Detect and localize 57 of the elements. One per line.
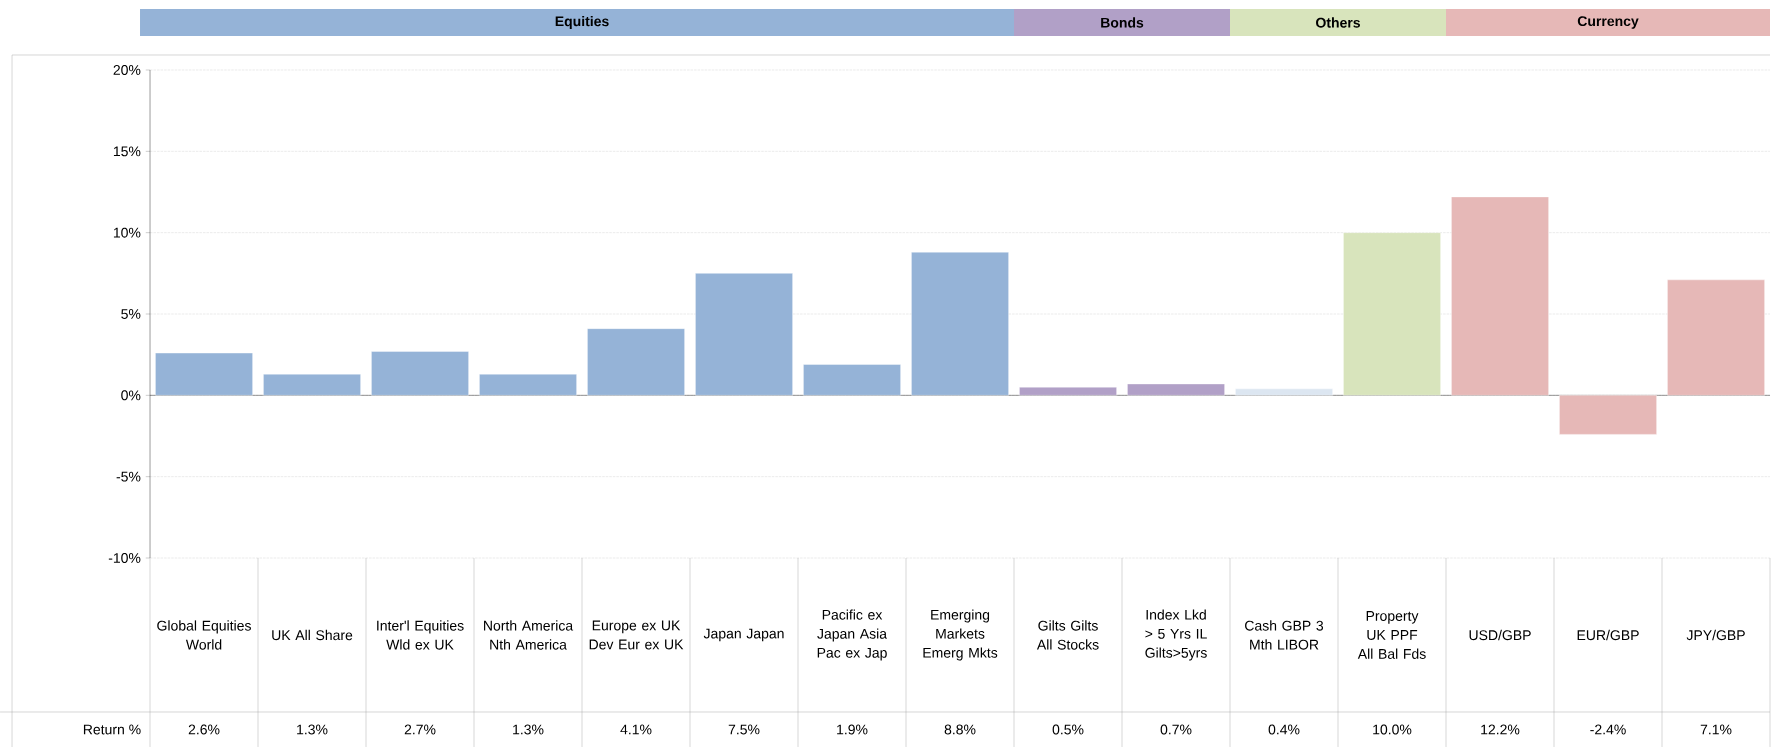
bar: [803, 364, 901, 396]
data-label: 0.7%: [1160, 724, 1192, 735]
bar: [155, 352, 253, 396]
x-tick-label: UK All Share: [272, 629, 353, 641]
bar: [1019, 387, 1117, 396]
data-label: 8.8%: [944, 724, 976, 735]
data-label: -2.4%: [1590, 724, 1626, 735]
data-label: 4.1%: [620, 724, 652, 735]
data-label: 1.3%: [513, 724, 544, 735]
data-label: 1.3%: [297, 724, 328, 735]
x-tick-label: Index Lkd > 5 Yrs IL Gilts>5yrs: [1145, 609, 1207, 661]
text: Currency: [1577, 16, 1639, 29]
data-label: 0.4%: [1268, 724, 1300, 735]
data-label: 0.5%: [1052, 724, 1084, 735]
x-tick-label: Gilts Gilts All Stocks: [1036, 620, 1099, 650]
data-label: 7.1%: [1700, 724, 1732, 735]
x-tick-label: Pacific ex Japan Asia Pac ex Jap: [817, 609, 888, 661]
bar: [1343, 232, 1441, 396]
y-tick-label: 0%: [121, 390, 141, 401]
text: Bonds: [1101, 17, 1144, 28]
x-tick-label: Cash GBP 3 Mth LIBOR: [1245, 620, 1324, 650]
bar: [1127, 383, 1225, 396]
x-tick-label: Europe ex UK Dev Eur ex UK: [589, 620, 684, 650]
y-tick-label: -10%: [108, 553, 141, 563]
bar: [911, 251, 1009, 396]
bar: [371, 351, 469, 396]
bar: [695, 273, 793, 396]
y-tick-label: 20%: [113, 65, 141, 75]
bar: [1235, 388, 1333, 396]
y-tick-label: 10%: [113, 227, 141, 238]
x-tick-label: JPY/GBP: [1686, 629, 1745, 641]
bar: [587, 328, 685, 396]
bar: [1451, 196, 1549, 396]
data-label: 7.5%: [728, 724, 760, 735]
y-tick-label: 15%: [113, 146, 141, 157]
x-tick-label: EUR/GBP: [1577, 629, 1639, 641]
text: Return %: [83, 724, 141, 735]
text: Equities: [555, 15, 609, 30]
data-label: 10.0%: [1373, 724, 1412, 735]
data-label: 1.9%: [837, 724, 868, 735]
bar: [1667, 279, 1765, 396]
x-tick-label: Global Equities World: [157, 620, 251, 650]
text: Others: [1316, 17, 1360, 28]
x-tick-label: Japan Japan: [703, 628, 784, 642]
x-tick-label: Property UK PPF All Bal Fds: [1357, 611, 1426, 659]
x-tick-label: North America Nth America: [484, 620, 574, 650]
y-tick-label: 5%: [121, 309, 141, 319]
x-tick-label: Inter'l Equities Wld ex UK: [377, 620, 464, 650]
y-tick-label: -5%: [116, 471, 141, 482]
data-label: 12.2%: [1481, 724, 1520, 735]
data-label: 2.6%: [188, 724, 220, 735]
data-label: 2.7%: [404, 724, 436, 735]
bar: [479, 373, 577, 396]
x-tick-label: Emerging Markets Emerg Mkts: [923, 609, 998, 661]
bar: [263, 373, 361, 396]
x-tick-label: USD/GBP: [1469, 629, 1531, 641]
bar: [1559, 395, 1657, 435]
